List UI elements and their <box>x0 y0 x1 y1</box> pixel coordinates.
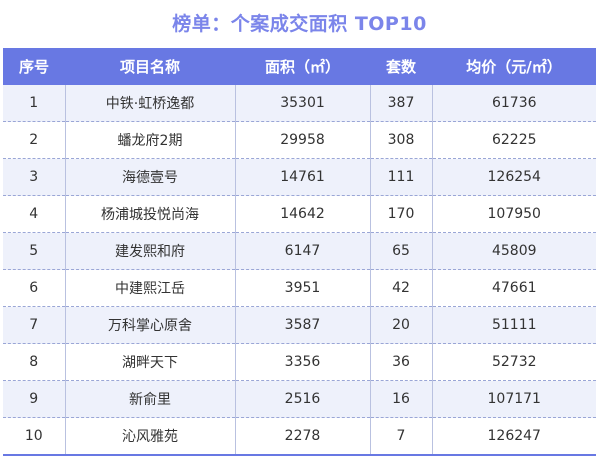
cell-project-name: 杨浦城投悦尚海 <box>65 195 236 233</box>
cell-project-name: 中建熙江岳 <box>65 269 236 307</box>
table-row: 6 中建熙江岳 3951 42 47661 <box>3 269 596 307</box>
cell-project-name: 湖畔天下 <box>65 343 236 381</box>
header-units: 套数 <box>370 48 432 85</box>
cell-units: 387 <box>370 85 433 122</box>
cell-rank: 9 <box>3 380 66 418</box>
ranking-table: 序号 项目名称 面积（㎡） 套数 均价（元/㎡） 1 中铁·虹桥逸都 35301 38… <box>3 48 596 456</box>
cell-units: 308 <box>370 121 433 159</box>
table-row: 2 蟠龙府2期 29958 308 62225 <box>3 121 596 159</box>
cell-units: 16 <box>370 380 433 418</box>
cell-avg-price: 126254 <box>432 158 596 196</box>
cell-rank: 5 <box>3 232 66 270</box>
table-row: 7 万科掌心原舍 3587 20 51111 <box>3 306 596 344</box>
cell-units: 7 <box>370 417 433 456</box>
cell-avg-price: 61736 <box>432 85 596 122</box>
cell-units: 20 <box>370 306 433 344</box>
cell-units: 111 <box>370 158 433 196</box>
cell-rank: 1 <box>3 85 66 122</box>
cell-rank: 10 <box>3 417 66 456</box>
cell-area: 2516 <box>235 380 371 418</box>
cell-area: 3356 <box>235 343 371 381</box>
cell-units: 42 <box>370 269 433 307</box>
table-row: 1 中铁·虹桥逸都 35301 387 61736 <box>3 85 596 122</box>
cell-units: 36 <box>370 343 433 381</box>
cell-rank: 8 <box>3 343 66 381</box>
header-rank: 序号 <box>3 48 65 85</box>
table-row: 9 新俞里 2516 16 107171 <box>3 380 596 418</box>
cell-area: 6147 <box>235 232 371 270</box>
cell-units: 65 <box>370 232 433 270</box>
cell-project-name: 新俞里 <box>65 380 236 418</box>
table-header-row: 序号 项目名称 面积（㎡） 套数 均价（元/㎡） <box>3 48 596 85</box>
cell-area: 2278 <box>235 417 371 456</box>
cell-area: 3951 <box>235 269 371 307</box>
cell-avg-price: 45809 <box>432 232 596 270</box>
cell-project-name: 中铁·虹桥逸都 <box>65 85 236 122</box>
cell-rank: 6 <box>3 269 66 307</box>
cell-area: 35301 <box>235 85 371 122</box>
cell-rank: 2 <box>3 121 66 159</box>
cell-project-name: 建发熙和府 <box>65 232 236 270</box>
cell-area: 14642 <box>235 195 371 233</box>
cell-units: 170 <box>370 195 433 233</box>
header-project-name: 项目名称 <box>65 48 235 85</box>
cell-avg-price: 47661 <box>432 269 596 307</box>
header-avg-price: 均价（元/㎡） <box>432 48 596 85</box>
cell-rank: 3 <box>3 158 66 196</box>
cell-project-name: 沁风雅苑 <box>65 417 236 456</box>
table-row: 3 海德壹号 14761 111 126254 <box>3 158 596 196</box>
cell-area: 29958 <box>235 121 371 159</box>
cell-rank: 4 <box>3 195 66 233</box>
cell-rank: 7 <box>3 306 66 344</box>
cell-avg-price: 126247 <box>432 417 596 456</box>
cell-project-name: 海德壹号 <box>65 158 236 196</box>
cell-avg-price: 62225 <box>432 121 596 159</box>
cell-project-name: 万科掌心原舍 <box>65 306 236 344</box>
table-row: 4 杨浦城投悦尚海 14642 170 107950 <box>3 195 596 233</box>
table-row: 10 沁风雅苑 2278 7 126247 <box>3 417 596 456</box>
cell-area: 14761 <box>235 158 371 196</box>
page-title: 榜单：个案成交面积 TOP10 <box>172 13 427 35</box>
table-row: 5 建发熙和府 6147 65 45809 <box>3 232 596 270</box>
table-row: 8 湖畔天下 3356 36 52732 <box>3 343 596 381</box>
cell-avg-price: 52732 <box>432 343 596 381</box>
cell-avg-price: 107950 <box>432 195 596 233</box>
cell-project-name: 蟠龙府2期 <box>65 121 236 159</box>
cell-area: 3587 <box>235 306 371 344</box>
cell-avg-price: 107171 <box>432 380 596 418</box>
cell-avg-price: 51111 <box>432 306 596 344</box>
header-area: 面积（㎡） <box>235 48 370 85</box>
